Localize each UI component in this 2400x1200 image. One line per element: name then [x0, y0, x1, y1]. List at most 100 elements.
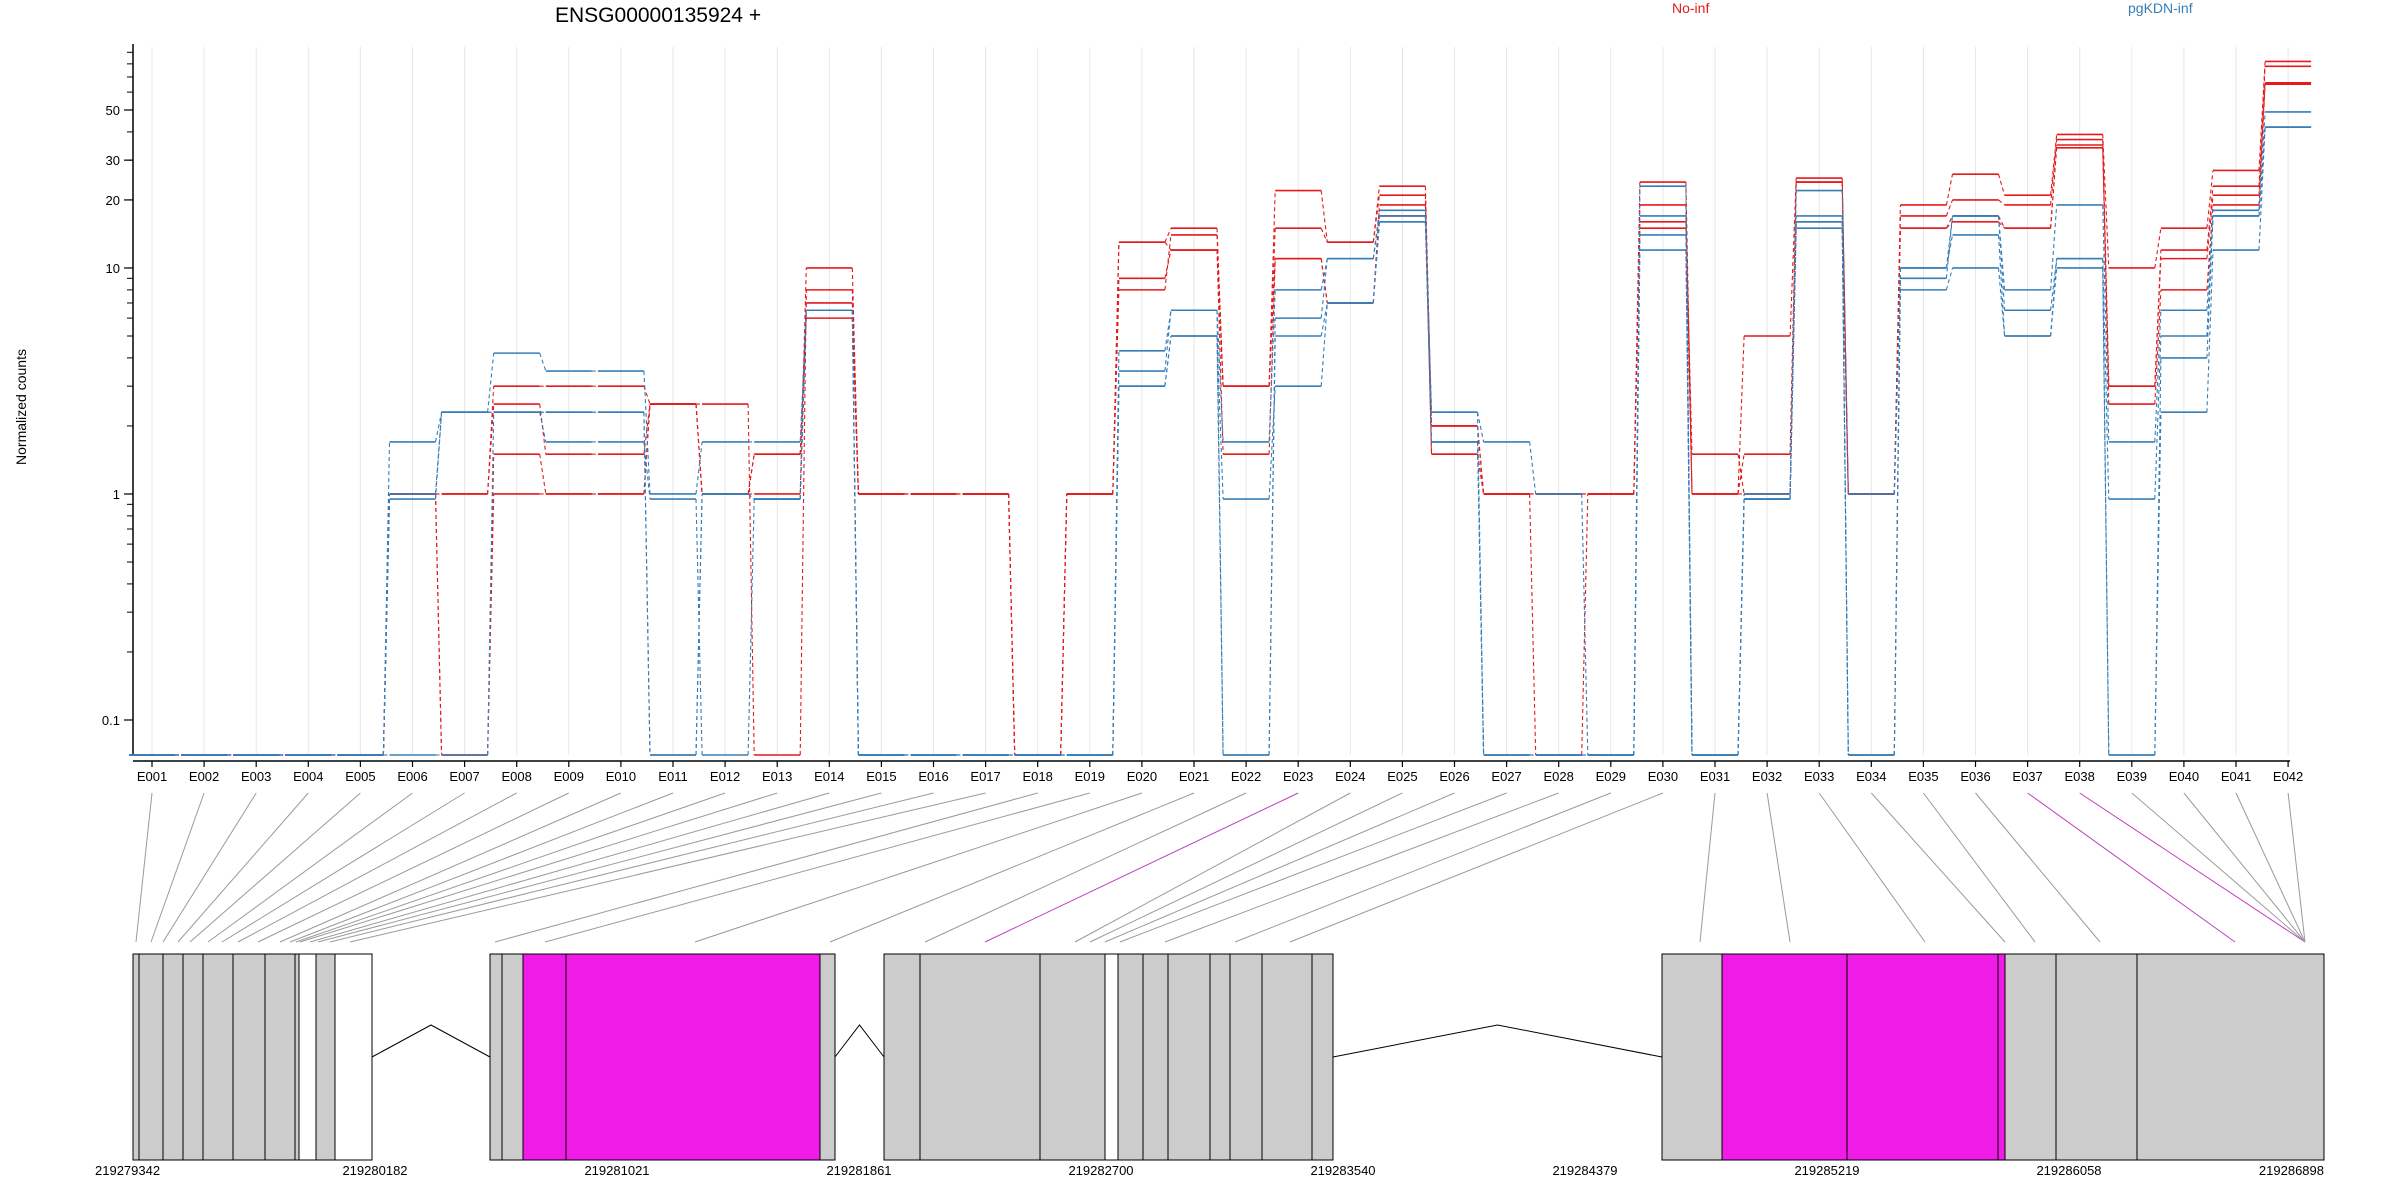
series-connector [1060, 493, 1068, 756]
series-connector [2102, 258, 2110, 500]
series-connector [1372, 195, 1380, 243]
exon-connector [1119, 792, 1507, 943]
exon-connector [1074, 792, 1351, 943]
series-line [129, 81, 2312, 756]
x-tick-label: E002 [189, 769, 219, 784]
exon-connector [150, 792, 205, 943]
exon-connector [2027, 792, 2236, 943]
exon-connector [237, 792, 517, 943]
series-connector [1268, 289, 1276, 442]
series-connector [1268, 228, 1276, 387]
series-connector [1997, 174, 2006, 196]
series-connector [2102, 134, 2110, 268]
x-tick-label: E041 [2221, 769, 2251, 784]
series-connector [1841, 228, 1849, 756]
exon-connector [299, 792, 778, 943]
series-connector [382, 493, 391, 756]
exon-connector [1164, 792, 1559, 943]
series-connector [382, 493, 391, 756]
series-connector [539, 412, 547, 443]
exon-connector [279, 792, 622, 943]
series-connector [695, 441, 703, 495]
genomic-coordinate-label: 219282700 [1068, 1163, 1133, 1178]
series-connector [1476, 425, 1485, 495]
series-connector [1060, 493, 1068, 756]
series-connector [434, 493, 443, 756]
series-connector [1008, 493, 1016, 756]
exon-block [298, 953, 317, 1161]
series-connector [1945, 174, 1954, 206]
x-tick-label: E026 [1439, 769, 1469, 784]
gene-model: 219279342 219280182 219281021 219281861 2192… [95, 953, 2325, 1178]
series-connector [382, 441, 391, 756]
series-connector [1737, 454, 1745, 495]
series-connector [382, 493, 391, 756]
genomic-coordinate-label: 219281021 [584, 1163, 649, 1178]
x-tick-label: E042 [2273, 769, 2303, 784]
exon-connectors [135, 792, 2306, 943]
series-connector [1737, 454, 1745, 495]
intron-line [1332, 1024, 1663, 1058]
x-tick-label: E031 [1700, 769, 1730, 784]
x-tick-label: E037 [2012, 769, 2042, 784]
series-connector [799, 310, 807, 442]
x-tick-label: E012 [710, 769, 740, 784]
series-connector [643, 385, 651, 405]
exon-connector [984, 792, 1299, 943]
series-connector [1008, 493, 1016, 756]
x-tick-label: E029 [1596, 769, 1626, 784]
series-connector [1737, 335, 1745, 495]
series-connector [1164, 335, 1172, 387]
exon-connector [329, 792, 934, 943]
series-connector [1685, 234, 1693, 756]
series-connector [1789, 178, 1797, 337]
x-tick-label: E015 [866, 769, 896, 784]
exon-connector [2131, 792, 2306, 943]
series-connector [1581, 493, 1589, 756]
exon-connector [207, 792, 413, 943]
y-tick-label: 20 [106, 193, 120, 208]
axes: 0.1 1 10 20 30 50 E001 E002 E003 E004 E005 E006 E007… [102, 44, 2303, 784]
series-connector [1841, 190, 1849, 494]
exon-block [1104, 953, 1119, 1161]
exon-block [182, 953, 204, 1161]
series-connector [2154, 258, 2162, 387]
exon-connector [135, 792, 153, 943]
exon-connector [694, 792, 1143, 943]
series-connector [1112, 278, 1120, 494]
exon-block [1229, 953, 1263, 1161]
series-connector [1320, 258, 1328, 290]
exon-block [138, 953, 164, 1161]
exon-block [819, 953, 836, 1161]
x-tick-label: E032 [1752, 769, 1782, 784]
series-connector [1320, 227, 1328, 243]
x-tick-label: E005 [345, 769, 375, 784]
exon-connector [309, 792, 830, 943]
exon-block [1661, 953, 1723, 1161]
x-tick-label: E023 [1283, 769, 1313, 784]
genomic-coordinate-label: 219281861 [826, 1163, 891, 1178]
exon-connector [177, 792, 309, 943]
x-tick-label: E020 [1127, 769, 1157, 784]
series-connector [1997, 215, 2006, 290]
exon-block [2055, 953, 2138, 1161]
exon-connector [924, 792, 1247, 943]
series-connector [1633, 228, 1641, 494]
exon-block [132, 953, 140, 1161]
exon-connector [1975, 792, 2101, 943]
legend-entry-no-inf: No-inf [1672, 0, 1709, 16]
series-connector [1320, 302, 1328, 337]
gridlines [151, 47, 2289, 755]
series-connector [1945, 234, 1954, 269]
series-connector [1997, 267, 2006, 337]
x-tick-label: E007 [449, 769, 479, 784]
series-connector [2154, 335, 2162, 500]
series-connector [1372, 215, 1380, 259]
exon-block [1117, 953, 1144, 1161]
series-connector [747, 499, 755, 756]
series-line [129, 65, 2312, 756]
exon-block [2004, 953, 2057, 1161]
series-connector [539, 454, 547, 495]
exon-connector [317, 792, 882, 943]
series-connector [1476, 412, 1485, 443]
